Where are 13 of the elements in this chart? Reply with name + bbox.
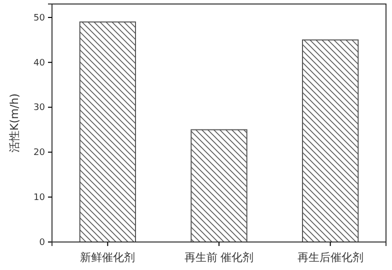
- y-tick-label: 10: [34, 192, 46, 203]
- y-tick-label: 50: [34, 13, 46, 24]
- y-tick-label: 30: [34, 103, 46, 114]
- bar: [302, 39, 359, 242]
- y-tick-label: 20: [34, 148, 46, 158]
- y-axis-title: 活性K(m/h): [8, 93, 21, 153]
- x-tick-label: 再生前 催化剂: [184, 251, 254, 264]
- x-tick-label: 再生后催化剂: [297, 251, 364, 264]
- bar: [79, 21, 136, 242]
- bar: [190, 129, 248, 242]
- y-tick-label: 40: [34, 58, 46, 68]
- y-tick-label: 0: [39, 238, 46, 248]
- x-tick-label: 新鲜催化剂: [80, 251, 136, 264]
